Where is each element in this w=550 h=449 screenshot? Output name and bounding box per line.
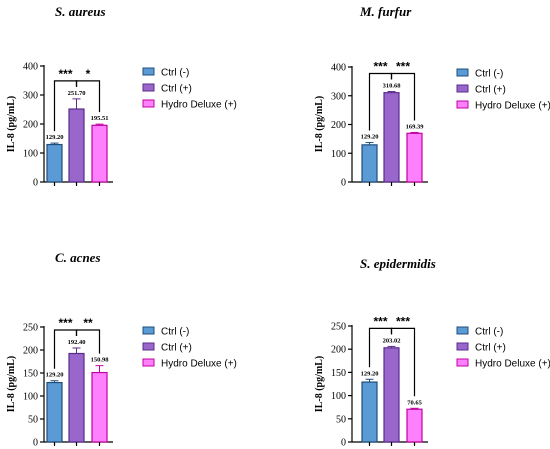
legend-label: Hydro Deluxe (+) [475, 359, 550, 370]
legend-label: Ctrl (+) [161, 84, 192, 95]
y-axis-label: IL-8 (pg/mL) [6, 96, 17, 152]
value-label: 70.65 [407, 399, 422, 406]
y-tick-label: 200 [331, 120, 346, 131]
bar-3 [406, 132, 423, 183]
legend-swatch [142, 358, 155, 367]
legend-label: Ctrl (-) [475, 69, 503, 80]
chart-panel-3: C. acnes IL-8 (pg/mL) 0 50 100 150 200 250 129.2… [6, 250, 237, 449]
y-tick-label: 0 [33, 438, 38, 449]
value-label: 251.70 [68, 90, 86, 97]
bar-3 [406, 408, 423, 443]
y-tick-label: 400 [331, 63, 346, 74]
legend-swatch [456, 358, 469, 367]
legend-swatch [142, 326, 155, 335]
y-tick-label: 100 [23, 392, 38, 403]
significance-label: *** [58, 67, 72, 81]
y-tick-label: 0 [341, 178, 346, 189]
legend-swatch [142, 342, 155, 351]
significance-label: *** [396, 60, 410, 74]
significance-bracket [390, 72, 416, 121]
value-label: 310.68 [383, 83, 402, 90]
y-tick-label: 200 [23, 120, 38, 131]
y-axis-label: IL-8 (pg/mL) [6, 356, 17, 412]
significance-label: ** [83, 316, 93, 330]
legend: Ctrl (-) Ctrl (+) Hydro Deluxe (+) [456, 68, 550, 112]
bar-3 [91, 371, 108, 443]
y-tick-label: 100 [23, 149, 38, 160]
legend: Ctrl (-) Ctrl (+) Hydro Deluxe (+) [456, 326, 550, 370]
bar-2 [68, 352, 85, 443]
y-tick-label: 400 [23, 62, 38, 73]
chart-panel-4: S. epidermidis IL-8 (pg/mL) 0 50 100 150 200 25… [314, 256, 550, 449]
value-label: 169.39 [406, 123, 425, 130]
bar-3 [91, 124, 108, 183]
legend-swatch [142, 67, 155, 76]
legend-swatch [456, 342, 469, 351]
legend-label: Ctrl (+) [475, 343, 506, 354]
significance-bracket [390, 327, 416, 397]
bar-1 [361, 144, 378, 183]
chart-title: M. furfur [359, 4, 412, 19]
y-tick-label: 150 [23, 369, 38, 380]
legend-label: Ctrl (+) [475, 85, 506, 96]
value-label: 195.51 [91, 115, 109, 122]
chart-title: C. acnes [55, 250, 101, 265]
legend: Ctrl (-) Ctrl (+) Hydro Deluxe (+) [142, 67, 237, 111]
value-label: 129.20 [361, 134, 379, 141]
y-tick-label: 0 [341, 438, 346, 449]
legend: Ctrl (-) Ctrl (+) Hydro Deluxe (+) [142, 326, 237, 370]
y-tick-label: 300 [331, 91, 346, 102]
y-tick-label: 150 [331, 368, 346, 379]
legend-swatch [456, 84, 469, 93]
bar-2 [68, 108, 85, 183]
value-label: 203.02 [383, 337, 401, 344]
legend-swatch [142, 83, 155, 92]
legend-label: Ctrl (-) [161, 68, 189, 79]
y-axis-label: IL-8 (pg/mL) [314, 356, 325, 412]
y-tick-label: 50 [28, 415, 38, 426]
value-label: 129.20 [46, 372, 64, 379]
significance-label: *** [396, 314, 410, 328]
value-label: 192.40 [68, 339, 86, 346]
legend-swatch [456, 100, 469, 109]
y-tick-label: 100 [331, 149, 346, 160]
bar-1 [361, 381, 378, 443]
bar-2 [383, 347, 400, 443]
y-tick-label: 0 [33, 178, 38, 189]
value-label: 129.20 [46, 134, 64, 141]
chart-title: S. aureus [55, 4, 106, 19]
y-tick-label: 200 [331, 345, 346, 356]
chart-title: S. epidermidis [360, 256, 436, 271]
y-axis-label: IL-8 (pg/mL) [314, 96, 325, 152]
significance-label: *** [58, 316, 72, 330]
y-tick-label: 250 [331, 322, 346, 333]
legend-swatch [456, 68, 469, 77]
significance-label: *** [373, 60, 387, 74]
value-label: 129.20 [361, 370, 379, 377]
legend-label: Ctrl (+) [161, 343, 192, 354]
significance-label: *** [373, 314, 387, 328]
legend-swatch [142, 99, 155, 108]
significance-label: * [86, 67, 91, 81]
chart-panel-1: S. aureus IL-8 (pg/mL) 0 100 200 300 400 129.20… [6, 4, 237, 189]
y-tick-label: 300 [23, 91, 38, 102]
bar-2 [383, 92, 400, 183]
legend-label: Ctrl (-) [161, 327, 189, 338]
y-tick-label: 50 [336, 414, 346, 425]
value-label: 150.98 [91, 357, 110, 364]
y-tick-label: 100 [331, 391, 346, 402]
significance-bracket [75, 80, 101, 113]
bar-1 [46, 143, 63, 183]
legend-swatch [456, 326, 469, 335]
bar-1 [46, 381, 63, 443]
y-tick-label: 200 [23, 346, 38, 357]
legend-label: Hydro Deluxe (+) [161, 100, 237, 111]
significance-bracket [75, 329, 101, 354]
legend-label: Hydro Deluxe (+) [475, 101, 550, 112]
chart-panel-2: M. furfur IL-8 (pg/mL) 0 100 200 300 400 129.20… [314, 4, 550, 189]
legend-label: Hydro Deluxe (+) [161, 359, 237, 370]
legend-label: Ctrl (-) [475, 327, 503, 338]
y-tick-label: 250 [23, 323, 38, 334]
